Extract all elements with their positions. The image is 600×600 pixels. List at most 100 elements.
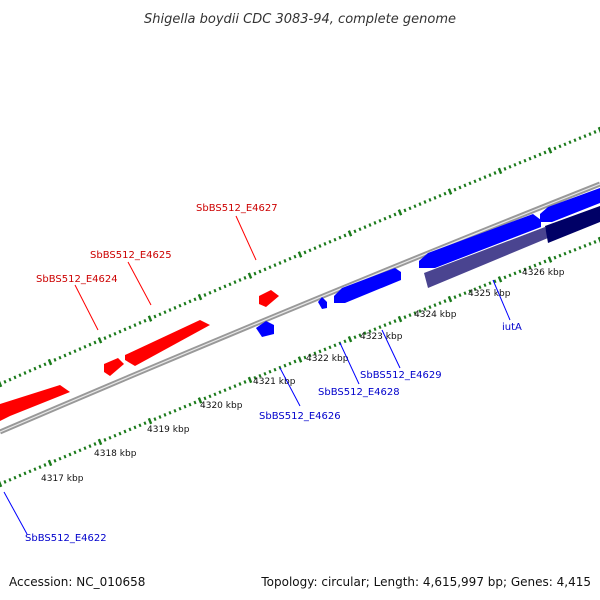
tick-mark [228,386,232,390]
tick-mark [147,417,153,425]
tick-mark [513,162,517,167]
tick-mark [313,246,317,251]
tick-mark [383,216,387,221]
gene-label-reverse[interactable]: SbBS512_E4622 [25,533,107,544]
tick-mark [158,312,162,317]
tick-mark [288,256,292,261]
tick-mark [508,273,512,278]
tick-mark [363,331,367,336]
tick-mark [293,359,297,364]
tick-mark [528,265,532,270]
gene-arrow-reverse[interactable] [540,188,600,222]
tick-mark [18,373,22,378]
gene-label-forward[interactable]: SbBS512_E4624 [36,274,118,285]
gene-label-reverse[interactable]: iutA [502,322,522,333]
tick-mark [28,368,32,373]
tick-mark [443,299,447,303]
gene-arrow-reverse[interactable] [334,268,401,303]
tick-mark [583,134,587,138]
tick-mark [378,218,382,223]
tick-mark [153,417,157,421]
tick-mark [103,336,107,340]
tick-mark [133,425,137,430]
gene-arrow-reverse[interactable] [318,297,327,309]
tick-mark [88,342,92,347]
tick-mark [258,373,262,378]
tick-mark [503,275,507,280]
tick-mark [468,181,472,186]
tick-mark [358,333,362,338]
tick-mark [493,279,497,284]
tick-mark [438,301,442,305]
tick-mark [423,200,427,204]
gene-arrow-reverse[interactable] [256,321,274,337]
tick-mark [97,438,103,446]
tick-mark [78,448,82,453]
tick-mark [308,353,312,358]
tick-mark [178,406,182,411]
tick-mark [23,471,27,476]
tick-label: 4319 kbp [147,425,190,435]
tick-mark [213,288,217,293]
tick-mark [303,355,307,360]
tick-mark [108,435,112,440]
tick-mark [313,351,317,356]
label-leader [3,491,28,535]
tick-mark [573,138,577,143]
tick-mark [213,392,217,397]
tick-mark [403,315,407,319]
tick-mark [168,410,172,415]
tick-mark [158,415,162,419]
tick-mark [553,255,557,260]
tick-mark [547,256,553,263]
tick-mark [97,337,103,344]
tick-mark [383,323,387,327]
gene-arrow-forward[interactable] [125,320,210,366]
tick-mark [347,230,353,237]
gene-label-reverse[interactable]: SbBS512_E4629 [360,370,442,381]
tick-mark [118,329,122,334]
tick-mark [58,355,62,360]
gene-arrow-forward[interactable] [259,290,279,307]
gene-label-forward[interactable]: SbBS512_E4625 [90,250,172,261]
tick-mark [453,295,457,299]
tick-mark [293,254,297,259]
tick-mark [433,303,437,307]
tick-mark [147,315,153,322]
tick-mark [333,237,337,242]
gene-arrow-reverse[interactable] [419,214,541,268]
tick-mark [513,271,517,276]
tick-mark [3,379,7,384]
tick-mark [143,318,147,323]
tick-mark [297,356,303,363]
tick-mark [453,187,457,192]
tick-mark [28,469,32,474]
tick-mark [388,321,392,325]
gene-arrow-forward[interactable] [104,358,124,376]
label-leader [381,329,401,369]
tick-mark [408,206,412,211]
tick-mark [247,376,253,384]
tick-mark [583,244,587,248]
gene-label-forward[interactable]: SbBS512_E4627 [196,203,278,214]
tick-mark [303,250,307,255]
tick-mark [438,193,442,198]
tick-mark [588,132,592,136]
gene-label-reverse[interactable]: SbBS512_E4626 [259,411,341,422]
forward-labels: SbBS512_E4627 SbBS512_E4625 SbBS512_E462… [36,203,278,331]
tick-mark [0,480,3,488]
tick-mark [118,431,122,436]
tick-mark [68,452,72,457]
gene-arrow-forward[interactable] [0,385,70,421]
tick-mark [563,142,567,147]
tick-mark [273,263,277,267]
tick-mark [418,202,422,206]
tick-mark [78,347,82,351]
gene-label-reverse[interactable]: SbBS512_E4628 [318,387,400,398]
tick-mark [353,335,357,340]
tick-mark [347,335,353,343]
tick-mark [43,463,47,467]
tick-mark [188,402,192,407]
tick-mark [183,404,187,409]
inner-tracks [424,206,600,288]
